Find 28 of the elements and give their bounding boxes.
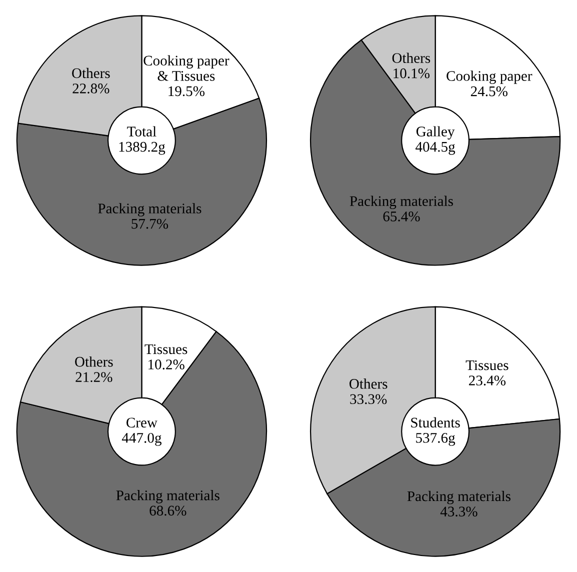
text: Total 1389.2g bbox=[119, 126, 166, 155]
data-label: 68.6% bbox=[150, 506, 186, 516]
slice-label: Others bbox=[75, 356, 113, 367]
slice-label: Others bbox=[350, 378, 388, 389]
slice-label: Others bbox=[72, 68, 110, 78]
data-label: 23.4% bbox=[468, 376, 506, 386]
data-label: 21.2% bbox=[76, 372, 112, 382]
text: Crew 447.0g bbox=[122, 418, 162, 446]
slice-label: Packing materials bbox=[116, 490, 220, 504]
data-label: 22.8% bbox=[72, 84, 110, 94]
slice-label: Packing materials bbox=[407, 490, 510, 504]
data-label: 10.1% bbox=[394, 68, 430, 78]
slice-label: Tissues bbox=[466, 360, 508, 370]
slice-label: Others bbox=[392, 52, 430, 63]
slice-label: Packing materials bbox=[98, 203, 202, 216]
slice-label: Cooking paper bbox=[446, 70, 532, 84]
data-label: 65.4% bbox=[383, 212, 420, 222]
data-label: 19.5% bbox=[168, 86, 205, 96]
slice-label: Packing materials bbox=[350, 196, 453, 210]
text: Students 537.6g bbox=[411, 417, 460, 446]
data-label: 24.5% bbox=[470, 86, 508, 96]
data-label: 10.2% bbox=[148, 360, 184, 370]
data-label: 43.3% bbox=[440, 506, 478, 517]
text: Galley 404.5g bbox=[416, 126, 456, 155]
slice-label: Cooking paper & Tissues bbox=[144, 55, 230, 81]
data-label: 57.7% bbox=[132, 218, 168, 229]
data-label: 33.3% bbox=[350, 394, 387, 404]
slice-label: Tissues bbox=[144, 344, 188, 354]
